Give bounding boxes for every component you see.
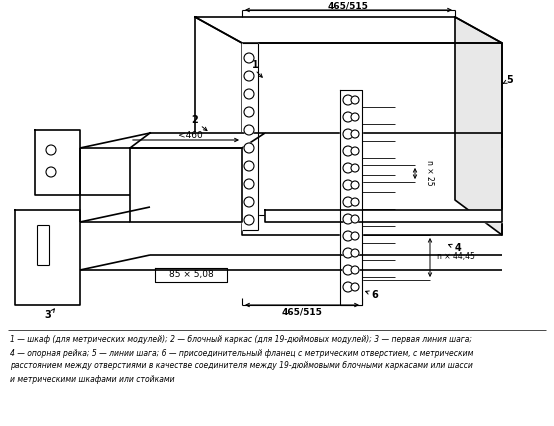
Text: 4 — опорная рейка; 5 — линии шага; 6 — присоединительный фланец с метрическим от: 4 — опорная рейка; 5 — линии шага; 6 — п…	[10, 348, 473, 357]
Circle shape	[343, 146, 353, 156]
Circle shape	[244, 125, 254, 135]
Circle shape	[343, 282, 353, 292]
Circle shape	[46, 167, 56, 177]
Circle shape	[244, 71, 254, 81]
Polygon shape	[195, 17, 502, 43]
Circle shape	[244, 53, 254, 63]
Circle shape	[343, 129, 353, 139]
Circle shape	[343, 265, 353, 275]
Text: 465/515: 465/515	[281, 308, 322, 317]
Circle shape	[244, 179, 254, 189]
Circle shape	[351, 198, 359, 206]
Text: 4: 4	[455, 243, 461, 253]
Circle shape	[46, 145, 56, 155]
Circle shape	[351, 232, 359, 240]
Polygon shape	[242, 43, 502, 235]
Text: 5: 5	[506, 75, 514, 85]
Polygon shape	[15, 210, 80, 305]
Polygon shape	[265, 210, 502, 222]
Circle shape	[351, 266, 359, 274]
Circle shape	[351, 249, 359, 257]
Circle shape	[244, 215, 254, 225]
Text: 85 × 5,08: 85 × 5,08	[168, 271, 213, 279]
Text: 3: 3	[45, 310, 52, 320]
Circle shape	[244, 197, 254, 207]
Polygon shape	[242, 43, 258, 230]
Polygon shape	[130, 133, 265, 148]
Circle shape	[343, 112, 353, 122]
Circle shape	[343, 214, 353, 224]
Text: 6: 6	[372, 290, 378, 300]
Circle shape	[244, 161, 254, 171]
Circle shape	[343, 163, 353, 173]
Text: 1 — шкаф (для метрических модулей); 2 — блочный каркас (для 19-дюймовых модулей): 1 — шкаф (для метрических модулей); 2 — …	[10, 336, 472, 345]
Circle shape	[351, 164, 359, 172]
Circle shape	[343, 231, 353, 241]
Circle shape	[343, 197, 353, 207]
Circle shape	[343, 180, 353, 190]
Circle shape	[351, 113, 359, 121]
Circle shape	[351, 130, 359, 138]
Text: и метрическими шкафами или стойками: и метрическими шкафами или стойками	[10, 374, 175, 383]
Text: <460: <460	[178, 130, 202, 139]
Polygon shape	[35, 130, 80, 195]
Text: 1: 1	[252, 60, 258, 70]
Circle shape	[244, 107, 254, 117]
Circle shape	[351, 96, 359, 104]
Polygon shape	[340, 90, 362, 305]
Circle shape	[343, 95, 353, 105]
Text: n × 25: n × 25	[425, 160, 434, 186]
Polygon shape	[130, 148, 242, 222]
Polygon shape	[455, 17, 502, 235]
Circle shape	[244, 89, 254, 99]
Circle shape	[343, 248, 353, 258]
Text: 2: 2	[192, 115, 198, 125]
Circle shape	[244, 143, 254, 153]
Circle shape	[351, 283, 359, 291]
Circle shape	[351, 215, 359, 223]
Text: 465/515: 465/515	[327, 2, 368, 11]
Text: расстоянием между отверстиями в качестве соединителя между 19-дюймовыми блочными: расстоянием между отверстиями в качестве…	[10, 362, 473, 371]
Text: n × 44,45: n × 44,45	[437, 253, 475, 262]
Circle shape	[351, 147, 359, 155]
Circle shape	[351, 181, 359, 189]
